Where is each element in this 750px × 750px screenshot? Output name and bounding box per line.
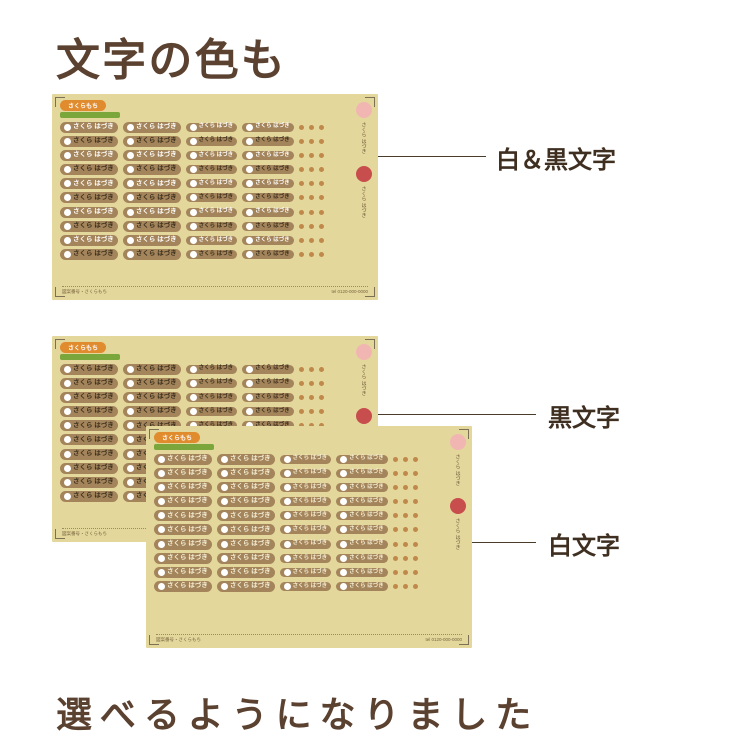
label-rows: さくら はづきさくら はづきさくら はづきさくら はづきさくら はづきさくら は…	[154, 453, 464, 593]
vertical-name: さくら はづき	[361, 122, 368, 162]
logo-banner: さくらもち	[154, 432, 200, 443]
bunny-icon	[356, 102, 372, 118]
headline-bottom: 選べるようになりました	[56, 686, 539, 738]
label-sheet-mixed: さくらもち さくら はづきさくら はづきさくら はづきさくら はづきさくら はづ…	[52, 94, 378, 300]
vertical-name: さくら はづき	[455, 454, 462, 494]
callout-white: 白文字	[548, 526, 620, 561]
crop-mark	[149, 429, 159, 439]
sheet-logo: さくらもち	[154, 432, 464, 450]
callout-black: 黒文字	[548, 398, 620, 433]
footer-text: 図案番号・さくらもち	[62, 289, 107, 295]
label-rows: さくら はづきさくら はづきさくら はづきさくら はづきさくら はづきさくら は…	[60, 121, 370, 261]
strawberry-icon	[356, 408, 372, 424]
icon-column: さくら はづき さくら はづき	[356, 102, 372, 226]
logo-banner: さくらもち	[60, 100, 106, 111]
footer-text: 図案番号・さくらもち	[62, 531, 107, 537]
leader-line	[472, 542, 536, 543]
vertical-name: さくら はづき	[361, 364, 368, 404]
footer-text: tel 0120-000-0000	[425, 637, 462, 642]
logo-sub	[60, 112, 120, 118]
sheet-logo: さくらもち	[60, 100, 370, 118]
crop-mark	[55, 97, 65, 107]
crop-mark	[55, 339, 65, 349]
icon-column: さくら はづき さくら はづき	[450, 434, 466, 558]
footer-text: tel 0120-000-0000	[331, 289, 368, 294]
footer-text: 図案番号・さくらもち	[156, 637, 201, 643]
logo-sub	[60, 354, 120, 360]
sheet-footer: 図案番号・さくらもち tel 0120-000-0000	[62, 286, 368, 296]
headline-top: 文字の色も	[56, 24, 287, 88]
leader-line	[378, 156, 486, 157]
vertical-name: さくら はづき	[361, 186, 368, 226]
bunny-icon	[450, 434, 466, 450]
strawberry-icon	[450, 498, 466, 514]
strawberry-icon	[356, 166, 372, 182]
vertical-name: さくら はづき	[455, 518, 462, 558]
bunny-icon	[356, 344, 372, 360]
sheet-footer: 図案番号・さくらもち tel 0120-000-0000	[156, 634, 462, 644]
label-sheet-white: さくらもち さくら はづきさくら はづきさくら はづきさくら はづきさくら はづ…	[146, 426, 472, 648]
logo-sub	[154, 444, 214, 450]
sheet-logo: さくらもち	[60, 342, 370, 360]
logo-banner: さくらもち	[60, 342, 106, 353]
callout-mixed: 白＆黒文字	[496, 140, 616, 175]
leader-line	[378, 414, 536, 415]
